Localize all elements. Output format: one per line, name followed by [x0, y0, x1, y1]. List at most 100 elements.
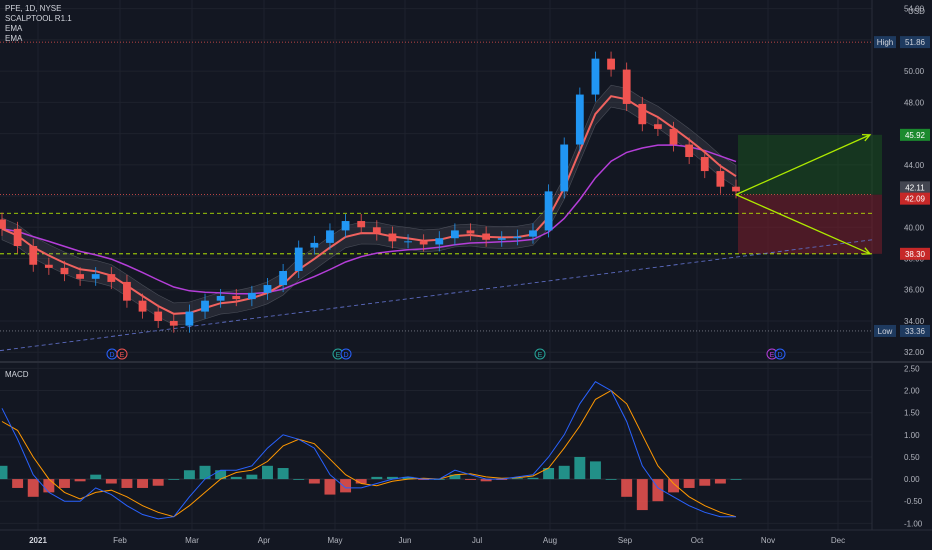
candle-9 — [138, 293, 147, 319]
macd-tick-7: -1.00 — [904, 519, 923, 528]
macd-hist-bar-18 — [277, 468, 289, 480]
macd-hist-bar-34 — [527, 477, 539, 480]
candle-body-21 — [326, 230, 334, 243]
macd-hist-bar-24 — [371, 476, 383, 480]
macd-hist-bar-35 — [543, 468, 555, 480]
earnings-marker-label-1: E — [120, 352, 125, 359]
current-tag-a-value: 42.11 — [905, 183, 925, 192]
candle-body-29 — [450, 230, 459, 239]
macd-hist-bar-8 — [121, 479, 133, 488]
candle-18 — [279, 263, 288, 293]
candle-body-40 — [622, 69, 631, 104]
candle-8 — [123, 274, 131, 308]
candle-body-17 — [263, 285, 272, 293]
candle-21 — [326, 223, 334, 250]
candle-29 — [450, 223, 459, 246]
macd-pane — [0, 381, 872, 520]
macd-hist-bar-22 — [340, 479, 352, 493]
grid-lines — [0, 0, 932, 531]
signal-line — [1, 389, 737, 518]
current-tag-b-value: 42.09 — [905, 195, 926, 204]
candle-body-43 — [669, 128, 678, 145]
price-levels — [0, 41, 872, 332]
candle-body-2 — [29, 246, 38, 265]
time-tick-0: 2021 — [29, 536, 47, 545]
high-tag-value: 51.86 — [905, 38, 926, 47]
candle-body-38 — [591, 58, 600, 95]
macd-hist-bar-20 — [308, 479, 320, 484]
low-tag-box — [900, 324, 930, 337]
earnings-marker-circle-1 — [116, 348, 128, 360]
ema-slow-line — [1, 144, 737, 295]
macd-axis[interactable]: 2.50 2.00 1.50 1.00 0.50 0.00 -0.50 -1.00 — [904, 364, 923, 528]
candle-7 — [107, 267, 116, 289]
earnings-marker-6: D — [774, 348, 786, 360]
macd-tick-1: 2.00 — [904, 387, 920, 396]
macd-line — [1, 381, 736, 520]
time-tick-4: May — [327, 536, 342, 545]
macd-hist-bar-42 — [652, 479, 664, 502]
earnings-marker-circle-3 — [340, 348, 352, 360]
macd-hist-bar-6 — [90, 474, 102, 480]
candle-body-1 — [13, 228, 22, 247]
candle-body-31 — [482, 233, 491, 240]
candle-body-12 — [185, 311, 194, 326]
time-tick-11: Dec — [831, 536, 845, 545]
indicator-ema-2[interactable]: EMA — [5, 34, 23, 43]
macd-hist-bar-29 — [449, 474, 461, 480]
earnings-marker-label-2: E — [336, 352, 341, 359]
stop-tag: 38.30 — [900, 247, 930, 260]
candle-body-14 — [216, 295, 225, 301]
macd-hist-bar-36 — [558, 465, 570, 480]
candle-body-0 — [0, 219, 6, 229]
low-tag: Low 33.36 — [874, 324, 930, 337]
candle-32 — [497, 231, 506, 247]
earnings-marker-4: E — [534, 348, 546, 360]
macd-title[interactable]: MACD — [5, 370, 29, 379]
earnings-marker-label-4: E — [538, 352, 543, 359]
low-tag-value: 33.36 — [905, 327, 926, 336]
stop-arrow-head — [861, 247, 872, 255]
indicator-scalptool[interactable]: SCALPTOOL R1.1 — [5, 14, 72, 23]
price-tick-11: 32.00 — [904, 348, 925, 357]
macd-hist-bar-5 — [74, 479, 86, 482]
candle-body-25 — [388, 233, 397, 242]
macd-hist-bar-9 — [137, 479, 149, 488]
candle-44 — [685, 137, 694, 165]
indicator-ema-1[interactable]: EMA — [5, 24, 23, 33]
symbol-line[interactable]: PFE, 1D, NYSE — [5, 4, 62, 13]
candle-0 — [0, 212, 6, 236]
candle-38 — [591, 51, 600, 102]
current-tag-a: 42.11 — [900, 181, 930, 194]
stop-tag-box — [900, 247, 930, 260]
candle-33 — [513, 229, 522, 246]
macd-hist-bar-37 — [574, 456, 586, 480]
price-tick-9: 36.00 — [904, 286, 925, 295]
candle-body-11 — [169, 320, 178, 326]
candle-17 — [263, 278, 272, 300]
candle-body-24 — [372, 227, 381, 234]
target-arrow-head — [861, 133, 872, 142]
target-tag: 45.92 — [900, 128, 930, 141]
candle-30 — [466, 223, 475, 241]
macd-hist-bar-7 — [105, 479, 117, 484]
candle-46 — [716, 164, 725, 194]
candle-40 — [622, 62, 631, 111]
candle-body-45 — [700, 157, 709, 172]
time-tick-9: Oct — [691, 536, 704, 545]
macd-hist-bar-15 — [230, 476, 242, 480]
candle-31 — [482, 226, 491, 247]
time-axis[interactable]: 2021 Feb Mar Apr May Jun Jul Aug Sep Oct Nov Dec — [29, 536, 845, 545]
macd-hist-bar-39 — [605, 479, 617, 480]
macd-hist-bar-3 — [43, 479, 55, 493]
candle-body-27 — [419, 241, 428, 245]
macd-hist-bar-26 — [402, 476, 414, 480]
candle-body-30 — [466, 230, 475, 234]
high-tag-label-box — [874, 36, 896, 49]
candle-6 — [91, 267, 100, 286]
candle-1 — [13, 221, 22, 254]
candle-body-23 — [357, 221, 366, 228]
candle-2 — [29, 238, 38, 272]
